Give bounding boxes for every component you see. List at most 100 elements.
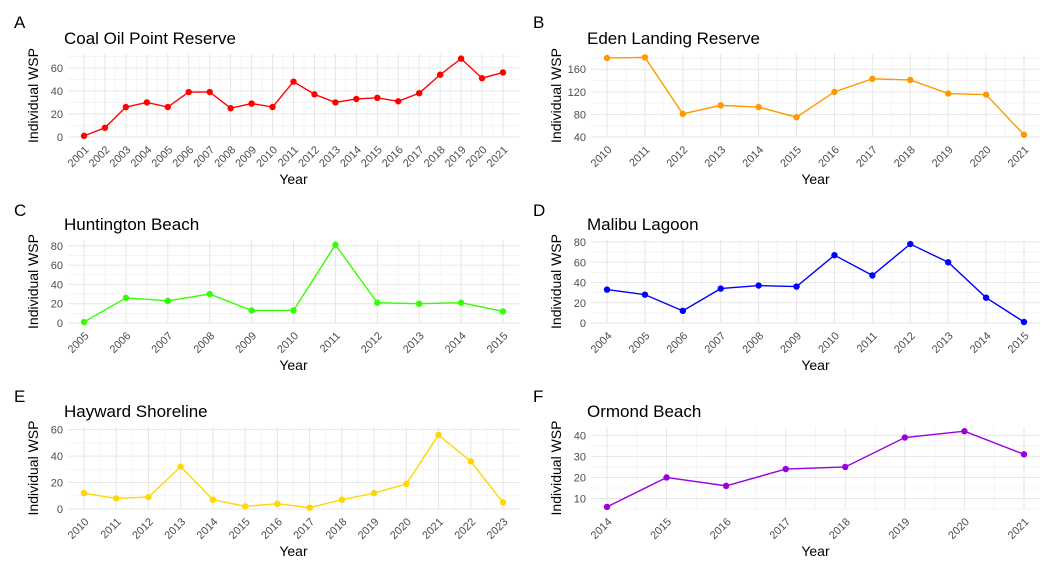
x-tick-label: 2010 — [589, 144, 615, 170]
x-tick-label: 2017 — [291, 516, 317, 542]
data-point — [185, 88, 192, 96]
y-axis-title: Individual WSP — [548, 421, 564, 516]
panel-e: 0 20 40 60 2010 2011 2012 2013 2014 2015 2016 2017 2… — [14, 387, 519, 559]
data-point — [206, 290, 213, 298]
data-point — [145, 493, 152, 501]
data-point — [416, 89, 423, 97]
x-tick-label: 2015 — [359, 144, 385, 170]
x-tick-label: 2016 — [708, 516, 734, 542]
x-tick-label: 2014 — [589, 516, 615, 542]
data-point — [241, 503, 249, 510]
x-tick-label: 2009 — [778, 330, 804, 356]
x-tick-label: 2005 — [150, 144, 176, 170]
x-tick-label: 2019 — [887, 516, 913, 542]
x-tick-label: 2016 — [259, 516, 285, 542]
data-point — [332, 241, 339, 249]
data-point — [353, 95, 360, 103]
y-tick-label: 0 — [580, 318, 586, 330]
x-tick-label: 2007 — [150, 330, 176, 356]
panel-title: Huntington Beach — [64, 215, 199, 234]
data-point — [603, 54, 611, 62]
data-point — [374, 94, 381, 102]
data-point — [944, 90, 952, 97]
x-tick-label: 2005 — [66, 330, 92, 356]
panel-letter: B — [533, 13, 544, 32]
data-point — [395, 98, 402, 105]
data-point — [274, 500, 281, 507]
data-point — [641, 291, 649, 298]
series-line — [83, 433, 504, 509]
panel-letter: C — [14, 201, 26, 220]
series-line — [606, 56, 1025, 136]
data-point — [793, 114, 800, 121]
x-tick-label: 2018 — [827, 516, 853, 542]
x-tick-label: 2021 — [485, 144, 511, 170]
y-tick-label: 0 — [57, 318, 63, 330]
data-point — [248, 100, 255, 107]
x-tick-label: 2011 — [99, 516, 124, 541]
data-point — [478, 75, 486, 82]
data-point — [122, 103, 130, 111]
data-point — [80, 318, 88, 326]
panel-title: Hayward Shoreline — [64, 402, 208, 421]
data-point — [907, 76, 914, 84]
panel-letter: F — [533, 387, 543, 406]
y-tick-label: 40 — [574, 132, 586, 144]
data-point — [370, 489, 378, 497]
x-tick-label: 2006 — [665, 330, 691, 356]
data-point — [755, 282, 762, 289]
y-tick-label: 10 — [574, 493, 586, 505]
y-tick-label: 40 — [574, 430, 586, 442]
x-tick-label: 2019 — [930, 144, 956, 170]
data-point — [436, 71, 444, 78]
x-tick-label: 2006 — [171, 144, 197, 170]
x-axis-title: Year — [801, 171, 830, 187]
data-point — [944, 259, 952, 266]
data-point — [80, 132, 88, 140]
data-point — [457, 55, 465, 62]
x-tick-label: 2016 — [380, 144, 406, 170]
data-point — [248, 307, 255, 314]
panel-d: 0 20 40 60 80 2004 2005 2006 2007 2008 2009 2010 201… — [533, 201, 1040, 373]
y-tick-label: 80 — [574, 237, 586, 249]
y-tick-label: 0 — [57, 132, 63, 144]
data-point — [80, 489, 88, 497]
data-point — [332, 99, 339, 106]
panel-letter: E — [14, 387, 25, 406]
x-tick-label: 2007 — [702, 330, 728, 356]
data-point — [311, 91, 318, 98]
x-tick-label: 2011 — [627, 144, 652, 169]
y-tick-label: 40 — [51, 86, 63, 98]
x-tick-label: 2004 — [129, 144, 155, 170]
x-tick-label: 2015 — [648, 516, 674, 542]
x-tick-label: 2013 — [162, 516, 188, 542]
y-axis-title: Individual WSP — [25, 234, 41, 329]
x-tick-label: 2012 — [665, 144, 691, 170]
x-tick-label: 2021 — [1006, 144, 1032, 170]
x-tick-label: 2014 — [338, 144, 364, 170]
x-tick-label: 2008 — [212, 144, 238, 170]
x-tick-label: 2010 — [66, 516, 92, 542]
x-tick-label: 2021 — [1006, 516, 1032, 542]
panel-f: 10 20 30 40 2014 2015 2016 2017 2018 2019 2020 2021… — [533, 387, 1040, 559]
data-point — [209, 496, 217, 503]
data-point — [961, 428, 968, 435]
y-tick-label: 160 — [568, 64, 586, 76]
x-tick-label: 2012 — [892, 330, 918, 356]
data-point — [416, 300, 423, 307]
x-tick-label: 2012 — [296, 144, 322, 170]
data-point — [717, 285, 724, 292]
x-tick-label: 2018 — [892, 144, 918, 170]
y-tick-label: 20 — [51, 478, 63, 490]
data-point — [122, 294, 130, 302]
x-tick-label: 2002 — [87, 144, 113, 170]
y-tick-label: 20 — [574, 472, 586, 484]
x-tick-label: 2012 — [130, 516, 156, 542]
data-point — [982, 294, 990, 301]
data-point — [1020, 131, 1028, 138]
data-point — [113, 495, 120, 502]
data-point — [227, 104, 234, 112]
x-axis-title: Year — [279, 543, 308, 559]
x-axis-title: Year — [279, 171, 308, 187]
x-tick-label: 2009 — [233, 330, 259, 356]
